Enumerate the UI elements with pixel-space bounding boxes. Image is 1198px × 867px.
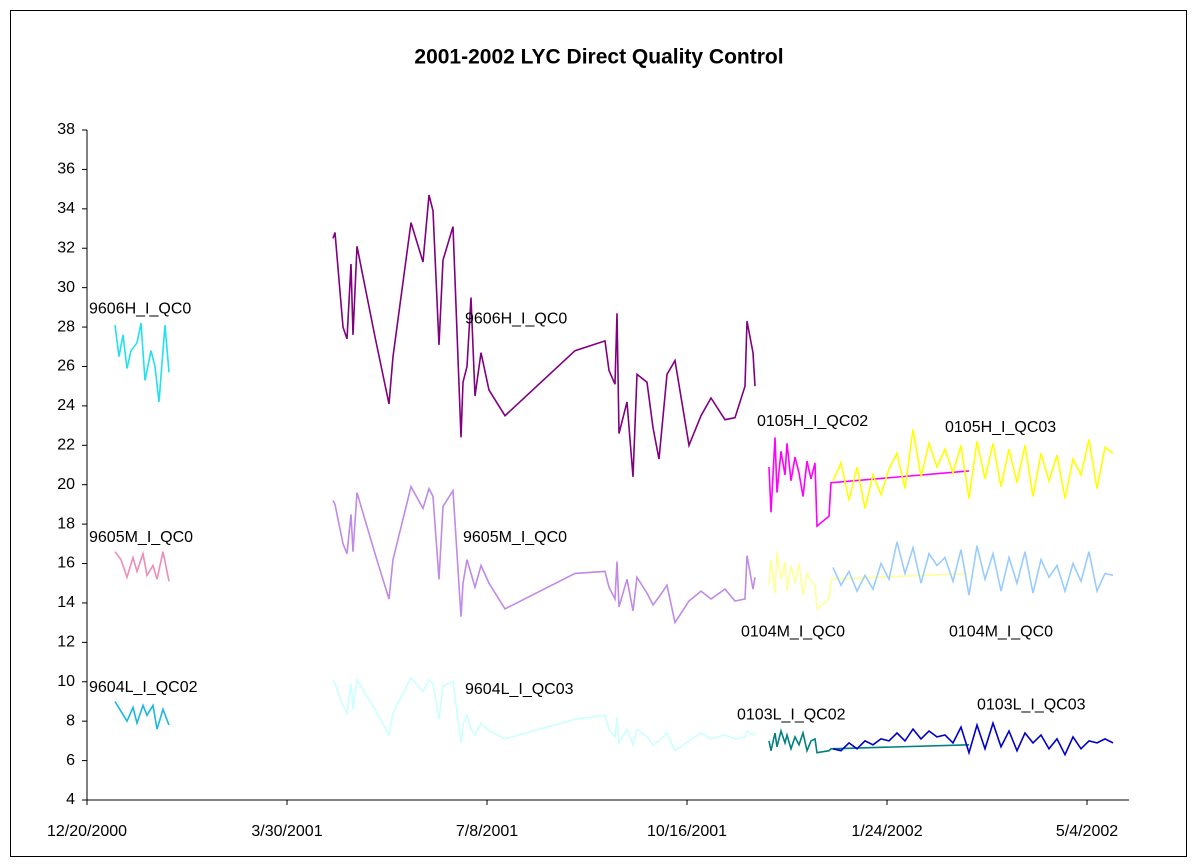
series-label: 0105H_I_QC02 [757, 413, 868, 430]
series-label: 9606H_I_QC0 [89, 301, 191, 318]
y-tick-label: 34 [57, 200, 75, 217]
series-label: 0105H_I_QC03 [945, 419, 1056, 436]
y-tick-label: 18 [57, 515, 75, 532]
series-line [332, 676, 756, 752]
series-line [832, 541, 1114, 596]
series-line [114, 322, 170, 402]
y-tick-label: 16 [57, 555, 75, 572]
series-label: 9604L_I_QC02 [89, 679, 198, 696]
y-tick-label: 12 [57, 634, 75, 651]
x-tick-label: 1/24/2002 [851, 823, 922, 840]
series-label: 0104M_I_QC0 [741, 624, 845, 641]
x-tick-label: 7/8/2001 [456, 823, 518, 840]
series-line [114, 550, 170, 582]
series-label: 0104M_I_QC0 [949, 624, 1053, 641]
y-tick-label: 6 [66, 752, 75, 769]
series-line [332, 484, 756, 625]
y-tick-label: 4 [66, 791, 75, 808]
series-line [114, 701, 170, 730]
x-tick-label: 3/30/2001 [251, 823, 322, 840]
y-tick-label: 36 [57, 161, 75, 178]
series-label: 9606H_I_QC0 [465, 310, 567, 327]
y-tick-label: 8 [66, 712, 75, 729]
y-tick-label: 24 [57, 397, 75, 414]
y-tick-label: 32 [57, 239, 75, 256]
series-line [768, 437, 970, 528]
series-label: 9604L_I_QC03 [465, 681, 574, 698]
series-label: 0103L_I_QC02 [737, 706, 846, 723]
series-label: 9605M_I_QC0 [89, 529, 193, 546]
series-line [768, 551, 970, 611]
series-label: 0103L_I_QC03 [977, 697, 1086, 714]
chart-title: 2001-2002 LYC Direct Quality Control [414, 46, 783, 69]
y-tick-label: 14 [57, 594, 75, 611]
y-tick-label: 26 [57, 358, 75, 375]
series-line [768, 728, 970, 754]
y-tick-label: 20 [57, 476, 75, 493]
y-tick-label: 10 [57, 673, 75, 690]
y-tick-label: 38 [57, 121, 75, 138]
y-tick-label: 28 [57, 318, 75, 335]
series-line [832, 429, 1114, 509]
x-tick-label: 10/16/2001 [647, 823, 727, 840]
series-line [832, 720, 1114, 757]
series-line [332, 194, 756, 477]
series-label: 9605M_I_QC0 [463, 529, 567, 546]
x-tick-label: 5/4/2002 [1056, 823, 1118, 840]
y-tick-label: 30 [57, 279, 75, 296]
x-tick-label: 12/20/2000 [47, 823, 127, 840]
y-tick-label: 22 [57, 437, 75, 454]
